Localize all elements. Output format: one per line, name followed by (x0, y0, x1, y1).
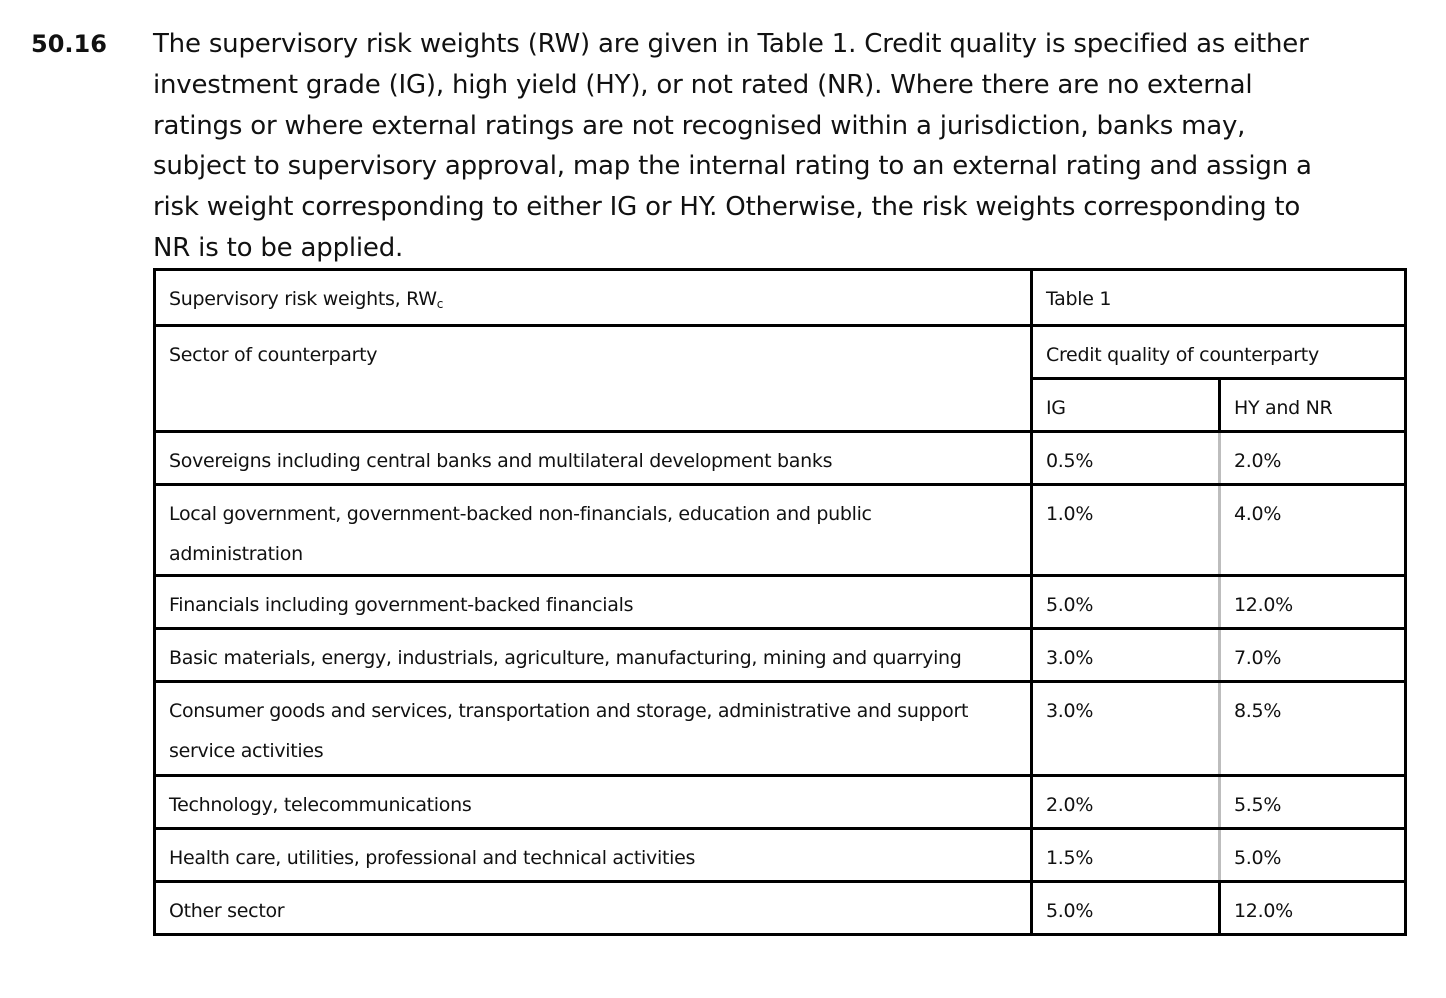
sector-cell: Consumer goods and services, transportat… (153, 680, 1033, 777)
ig-header-cell: IG (1030, 377, 1221, 433)
risk-weights-table: Supervisory risk weights, RWc Table 1 Se… (153, 268, 1408, 936)
sector-header-cell: Sector of counterparty (153, 324, 1033, 433)
sector-name: Basic materials, energy, industrials, ag… (169, 647, 962, 669)
hy-nr-cell: 12.0% (1217, 880, 1408, 936)
ig-value: 1.0% (1046, 503, 1094, 525)
hy-nr-cell: 4.0% (1217, 483, 1408, 577)
hy-nr-value: 7.0% (1234, 647, 1282, 669)
sector-cell: Other sector (153, 880, 1033, 936)
sector-name: Local government, government-backed non-… (169, 503, 872, 525)
sector-name: Technology, telecommunications (169, 794, 472, 816)
sector-name: Sovereigns including central banks and m… (169, 450, 833, 472)
table-row: Sovereigns including central banks and m… (153, 430, 1408, 486)
table-header-row: Sector of counterparty Credit quality of… (153, 324, 1408, 433)
hy-nr-cell: 5.0% (1217, 827, 1408, 883)
table-subheader-row: IG HY and NR (155, 377, 1408, 433)
ig-cell: 0.5% (1030, 430, 1221, 486)
table-row: Health care, utilities, professional and… (153, 827, 1408, 883)
ig-value: 0.5% (1046, 450, 1094, 472)
table-row: Local government, government-backed non-… (153, 483, 1408, 577)
ig-cell: 5.0% (1030, 880, 1221, 936)
hy-nr-value: 5.0% (1234, 847, 1282, 869)
ig-value: 3.0% (1046, 647, 1094, 669)
paragraph-line: subject to supervisory approval, map the… (153, 151, 1312, 182)
table-row: Consumer goods and services, transportat… (153, 680, 1408, 777)
paragraph-text: The supervisory risk weights (RW) are gi… (153, 24, 1425, 269)
sector-name: Consumer goods and services, transportat… (169, 700, 969, 722)
hy-nr-value: 12.0% (1234, 594, 1293, 616)
table-row: Technology, telecommunications 2.0% 5.5% (153, 774, 1408, 830)
ig-cell: 1.5% (1030, 827, 1221, 883)
hy-nr-cell: 2.0% (1217, 430, 1408, 486)
ig-cell: 3.0% (1030, 627, 1221, 683)
hy-nr-cell: 5.5% (1217, 774, 1408, 830)
paragraph-line: ratings or where external ratings are no… (153, 110, 1246, 141)
ig-value: 5.0% (1046, 594, 1094, 616)
sector-name: Other sector (169, 900, 285, 922)
table-label: Table 1 (1046, 288, 1112, 310)
hy-nr-cell: 8.5% (1217, 680, 1408, 777)
hy-nr-value: 2.0% (1234, 450, 1282, 472)
sector-name: Financials including government-backed f… (169, 594, 634, 616)
paragraph-line: The supervisory risk weights (RW) are gi… (153, 29, 1309, 59)
ig-cell: 1.0% (1030, 483, 1221, 577)
hy-nr-value: 4.0% (1234, 503, 1282, 525)
paragraph-line: NR is to be applied. (153, 232, 404, 263)
sector-cell: Local government, government-backed non-… (153, 483, 1033, 577)
ig-cell: 5.0% (1030, 574, 1221, 630)
sector-name-continued: administration (169, 543, 303, 565)
ig-value: 1.5% (1046, 847, 1094, 869)
ig-value: 3.0% (1046, 700, 1094, 722)
table-title-row: Supervisory risk weights, RWc Table 1 (153, 268, 1408, 327)
table-title-cell: Supervisory risk weights, RWc (153, 268, 1033, 327)
ig-cell: 2.0% (1030, 774, 1221, 830)
sector-header: Sector of counterparty (169, 344, 378, 366)
sector-name: Health care, utilities, professional and… (169, 847, 696, 869)
table-label-cell: Table 1 (1029, 268, 1408, 327)
ig-value: 2.0% (1046, 794, 1094, 816)
table-row: Financials including government-backed f… (153, 574, 1408, 630)
paragraph-line: risk weight corresponding to either IG o… (153, 192, 1301, 223)
sector-cell: Financials including government-backed f… (153, 574, 1033, 630)
sector-cell: Technology, telecommunications (153, 774, 1033, 830)
hy-nr-header-cell: HY and NR (1217, 377, 1408, 433)
paragraph-line: investment grade (IG), high yield (HY), … (153, 69, 1253, 100)
sector-name-continued: service activities (169, 740, 324, 762)
ig-header: IG (1046, 397, 1066, 419)
ig-value: 5.0% (1046, 900, 1094, 922)
paragraph-number: 50.16 (31, 30, 107, 58)
ig-cell: 3.0% (1030, 680, 1221, 777)
sector-cell: Health care, utilities, professional and… (153, 827, 1033, 883)
hy-nr-cell: 12.0% (1217, 574, 1408, 630)
table-row: Other sector 5.0% 12.0% (153, 880, 1408, 936)
table-title: Supervisory risk weights, RW (169, 288, 437, 310)
sector-cell: Sovereigns including central banks and m… (153, 430, 1033, 486)
hy-nr-value: 8.5% (1234, 700, 1282, 722)
hy-nr-cell: 7.0% (1217, 627, 1408, 683)
sector-cell: Basic materials, energy, industrials, ag… (153, 627, 1033, 683)
table-title-subscript: c (436, 297, 444, 311)
credit-quality-header: Credit quality of counterparty (1046, 344, 1319, 366)
hy-nr-header: HY and NR (1234, 397, 1333, 419)
credit-quality-header-cell: Credit quality of counterparty (1029, 324, 1408, 380)
table-row: Basic materials, energy, industrials, ag… (153, 627, 1408, 683)
hy-nr-value: 12.0% (1234, 900, 1293, 922)
hy-nr-value: 5.5% (1234, 794, 1282, 816)
